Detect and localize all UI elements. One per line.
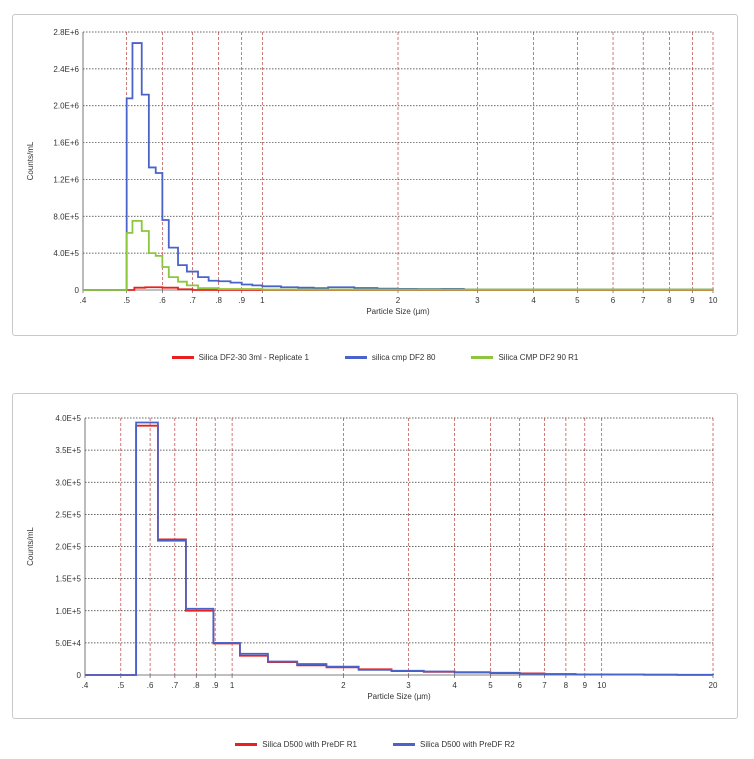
chart-panel-1: 0 4.0E+5 8.0E+5 1.2E+6 1.6E+6 2.0E+6 2.4E+6 2.8…	[12, 14, 738, 336]
x-tick-label: 3	[406, 681, 411, 690]
chart-panel-2: 0 5.0E+4 1.0E+5 1.5E+5 2.0E+5 2.5E+5 3.0E+5 3.5…	[12, 393, 738, 719]
legend-label: Silica D500 with PreDF R2	[420, 740, 515, 749]
legend-swatch	[235, 743, 258, 746]
legend-entry: Silica CMP DF2 90 R1	[471, 353, 578, 362]
x-tick-label: 1	[230, 681, 235, 690]
chart-1-svg: 04.0E+58.0E+51.2E+61.6E+62.0E+62.4E+62.8…	[26, 28, 718, 316]
x-tick-label: .5	[123, 296, 130, 305]
legend-swatch	[393, 743, 415, 746]
x-tick-label: 4	[452, 681, 457, 690]
x-tick-label: .9	[212, 681, 219, 690]
chart-2-legend: Silica D500 with PreDF R1 Silica D500 wit…	[12, 740, 738, 749]
x-tick-label: 7	[641, 296, 646, 305]
x-tick-label: .4	[80, 296, 87, 305]
y-tick-label: 4.0E+5	[55, 414, 81, 423]
x-tick-label: 2	[396, 296, 401, 305]
chart-1-grid	[83, 31, 714, 290]
x-axis-label: Particle Size (µm)	[366, 307, 430, 316]
x-tick-label: 6	[611, 296, 616, 305]
y-tick-label: 1.6E+6	[53, 139, 79, 148]
x-axis-label: Particle Size (µm)	[367, 692, 431, 701]
y-axis-label: Counts/mL	[26, 141, 35, 180]
series-line-2	[85, 421, 714, 676]
x-tick-label: .6	[159, 296, 166, 305]
x-tick-label: 5	[575, 296, 580, 305]
x-tick-label: 8	[667, 296, 672, 305]
legend-entry: Silica DF2-30 3ml - Replicate 1	[171, 353, 309, 362]
chart-2-grid	[85, 417, 714, 675]
y-tick-label: 5.0E+4	[55, 639, 81, 648]
legend-entry: silica cmp DF2 80	[344, 353, 436, 362]
x-tick-label: .9	[238, 296, 245, 305]
y-tick-label: 2.0E+5	[55, 543, 81, 552]
x-tick-label: 2	[341, 681, 346, 690]
x-tick-label: .8	[193, 681, 200, 690]
x-tick-label: 8	[564, 681, 569, 690]
x-tick-label: 9	[690, 296, 695, 305]
series-line-1	[83, 286, 713, 291]
x-tick-label: 7	[542, 681, 547, 690]
legend-entry: Silica D500 with PreDF R1	[235, 740, 357, 749]
y-tick-label: 0	[77, 671, 82, 680]
chart-1-legend: Silica DF2-30 3ml - Replicate 1 silica cm…	[12, 353, 738, 362]
legend-label: silica cmp DF2 80	[371, 353, 436, 362]
y-axis-label: Counts/mL	[26, 527, 35, 566]
y-tick-label: 1.5E+5	[55, 575, 81, 584]
x-tick-label: 9	[583, 681, 588, 690]
y-tick-label: 1.0E+5	[55, 607, 81, 616]
x-tick-label: 10	[709, 296, 718, 305]
series-line-2	[83, 42, 714, 291]
x-tick-label: 20	[709, 681, 718, 690]
y-tick-label: 4.0E+5	[53, 249, 79, 258]
legend-entry: Silica D500 with PreDF R2	[393, 740, 515, 749]
x-tick-label: .8	[215, 296, 222, 305]
series-line-3	[83, 219, 714, 291]
x-tick-label: .7	[171, 681, 178, 690]
x-tick-label: 4	[531, 296, 536, 305]
x-tick-label: .5	[117, 681, 124, 690]
y-tick-label: 3.0E+5	[55, 478, 81, 487]
legend-swatch	[344, 356, 367, 359]
chart-2-svg: 05.0E+41.0E+51.5E+52.0E+52.5E+53.0E+53.5…	[26, 414, 718, 701]
x-tick-label: 5	[488, 681, 493, 690]
y-tick-label: 2.5E+5	[55, 510, 81, 519]
y-tick-label: 3.5E+5	[55, 446, 81, 455]
series-line-1	[85, 424, 714, 676]
legend-swatch	[171, 356, 194, 359]
x-tick-label: .7	[189, 296, 196, 305]
x-tick-label: .4	[82, 681, 89, 690]
x-tick-label: 1	[260, 296, 265, 305]
y-tick-label: 8.0E+5	[53, 212, 79, 221]
y-tick-label: 1.2E+6	[53, 175, 79, 184]
y-tick-label: 2.8E+6	[53, 28, 79, 37]
legend-label: Silica DF2-30 3ml - Replicate 1	[198, 353, 309, 362]
x-tick-label: 3	[475, 296, 480, 305]
x-tick-label: 6	[517, 681, 522, 690]
legend-swatch	[471, 356, 494, 359]
x-tick-label: .6	[147, 681, 154, 690]
y-tick-label: 0	[75, 286, 80, 295]
y-tick-label: 2.4E+6	[53, 65, 79, 74]
y-tick-label: 2.0E+6	[53, 102, 79, 111]
legend-label: Silica CMP DF2 90 R1	[498, 353, 579, 362]
legend-label: Silica D500 with PreDF R1	[262, 740, 357, 749]
x-tick-label: 10	[597, 681, 606, 690]
